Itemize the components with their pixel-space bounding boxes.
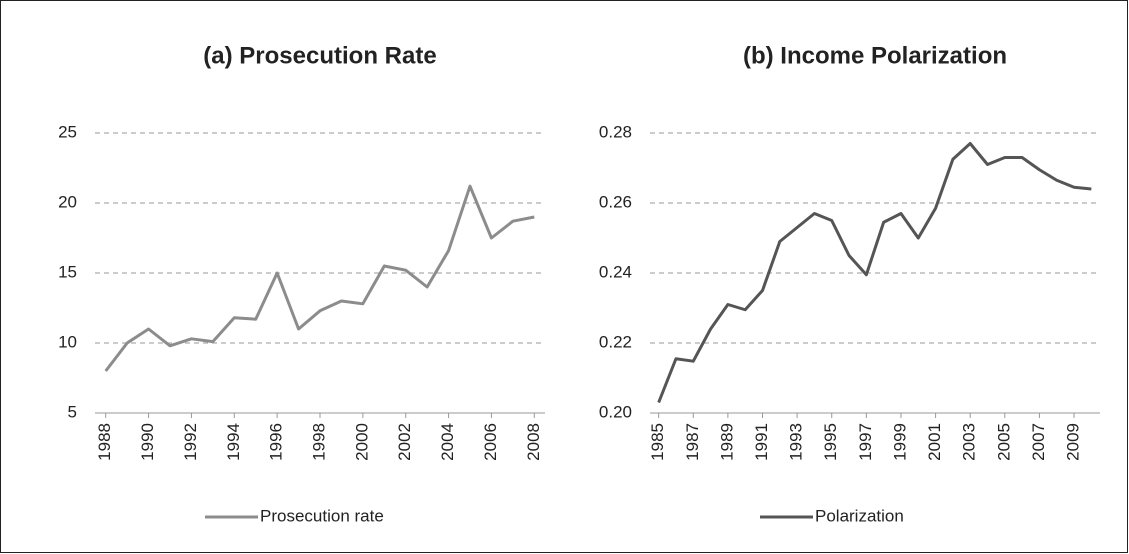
- x-tick-label: 1989: [717, 423, 736, 461]
- x-tick-label: 1996: [267, 423, 286, 461]
- y-tick-label: 0.20: [599, 402, 632, 421]
- y-tick-label: 0.26: [599, 192, 632, 211]
- y-tick-label: 20: [58, 192, 77, 211]
- x-tick-label: 1997: [856, 423, 875, 461]
- x-tick-label: 1987: [683, 423, 702, 461]
- x-tick-label: 2007: [1029, 423, 1048, 461]
- series-line: [657, 142, 1092, 404]
- x-tick-label: 2006: [481, 423, 500, 461]
- x-tick-label: 1991: [752, 423, 771, 461]
- x-tick-label: 1999: [890, 423, 909, 461]
- x-tick-label: 1988: [95, 423, 114, 461]
- x-tick-label: 2009: [1064, 423, 1083, 461]
- legend-label: Prosecution rate: [260, 506, 384, 525]
- x-tick-label: 1992: [181, 423, 200, 461]
- series-line: [104, 184, 535, 372]
- y-tick-label: 5: [68, 402, 77, 421]
- x-tick-label: 1995: [821, 423, 840, 461]
- x-tick-label: 1990: [138, 423, 157, 461]
- x-tick-label: 1985: [648, 423, 667, 461]
- legend-label: Polarization: [815, 506, 904, 525]
- x-tick-label: 2002: [395, 423, 414, 461]
- y-tick-label: 10: [58, 332, 77, 351]
- x-tick-label: 2003: [960, 423, 979, 461]
- y-tick-label: 0.22: [599, 332, 632, 351]
- x-tick-label: 1994: [224, 423, 243, 461]
- y-tick-label: 0.24: [599, 262, 632, 281]
- x-tick-label: 2004: [438, 423, 457, 461]
- chart-title: (b) Income Polarization: [743, 42, 1007, 69]
- x-tick-label: 2001: [925, 423, 944, 461]
- x-tick-label: 1998: [309, 423, 328, 461]
- x-tick-label: 2005: [994, 423, 1013, 461]
- chart-title: (a) Prosecution Rate: [203, 42, 436, 69]
- y-tick-label: 15: [58, 262, 77, 281]
- y-tick-label: 0.28: [599, 122, 632, 141]
- y-tick-label: 25: [58, 122, 77, 141]
- x-tick-label: 2008: [524, 423, 543, 461]
- x-tick-label: 2000: [352, 423, 371, 461]
- x-tick-label: 1993: [787, 423, 806, 461]
